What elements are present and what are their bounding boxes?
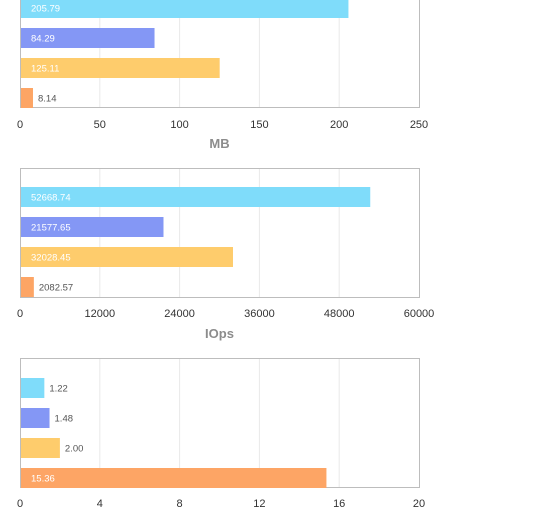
plot-frame bbox=[20, 168, 420, 298]
bar-value-label: 52668.74 bbox=[31, 193, 71, 204]
x-tick-label: 0 bbox=[17, 498, 23, 510]
x-tick-label: 16 bbox=[333, 498, 345, 510]
bar bbox=[21, 217, 164, 237]
bar-value-label: 205.79 bbox=[31, 4, 60, 15]
bar-value-label: 2082.57 bbox=[39, 283, 73, 294]
x-axis-label: MB bbox=[209, 136, 229, 151]
x-tick-label: 12000 bbox=[85, 308, 116, 320]
bar bbox=[21, 88, 33, 108]
bar-value-label: 125.11 bbox=[31, 64, 59, 75]
bar bbox=[21, 58, 220, 78]
bar bbox=[21, 277, 34, 297]
bar bbox=[21, 378, 45, 398]
bar bbox=[21, 187, 371, 207]
x-tick-label: 50 bbox=[94, 119, 106, 131]
x-tick-label: 48000 bbox=[324, 308, 355, 320]
bar-value-label: 21577.65 bbox=[31, 223, 71, 234]
bar bbox=[21, 0, 349, 18]
bar-value-label: 1.48 bbox=[55, 414, 74, 425]
bar-value-label: 32028.45 bbox=[31, 253, 71, 264]
bar-value-label: 84.29 bbox=[31, 34, 55, 45]
bar-value-label: 8.14 bbox=[38, 94, 57, 105]
x-tick-label: 4 bbox=[97, 498, 103, 510]
bar bbox=[21, 408, 50, 428]
chart-3: 1.22 1.48 2.00 15.36 0 4 8 12 16 20 bbox=[17, 358, 425, 510]
x-tick-label: 12 bbox=[253, 498, 265, 510]
chart-1: 205.79 84.29 125.11 8.14 0 50 100 150 200 250 MB bbox=[17, 0, 428, 151]
x-tick-label: 20 bbox=[413, 498, 425, 510]
bar bbox=[21, 438, 60, 458]
x-tick-label: 150 bbox=[250, 119, 268, 131]
bar bbox=[21, 247, 233, 267]
bar bbox=[21, 468, 327, 488]
x-tick-label: 250 bbox=[410, 119, 428, 131]
x-tick-label: 36000 bbox=[244, 308, 275, 320]
x-tick-label: 8 bbox=[177, 498, 183, 510]
x-tick-label: 24000 bbox=[164, 308, 195, 320]
plot-frame bbox=[20, 0, 420, 108]
x-tick-label: 60000 bbox=[404, 308, 435, 320]
x-axis-label: IOps bbox=[205, 326, 234, 341]
bar bbox=[21, 28, 155, 48]
chart-2: 52668.74 21577.65 32028.45 2082.57 0 12000 240… bbox=[17, 168, 434, 341]
bar-value-label: 2.00 bbox=[65, 444, 84, 455]
x-tick-label: 200 bbox=[330, 119, 348, 131]
bar-value-label: 1.22 bbox=[49, 384, 68, 395]
x-tick-label: 0 bbox=[17, 308, 23, 320]
x-tick-label: 0 bbox=[17, 119, 23, 131]
x-tick-label: 100 bbox=[170, 119, 188, 131]
bar-value-label: 15.36 bbox=[31, 474, 55, 485]
